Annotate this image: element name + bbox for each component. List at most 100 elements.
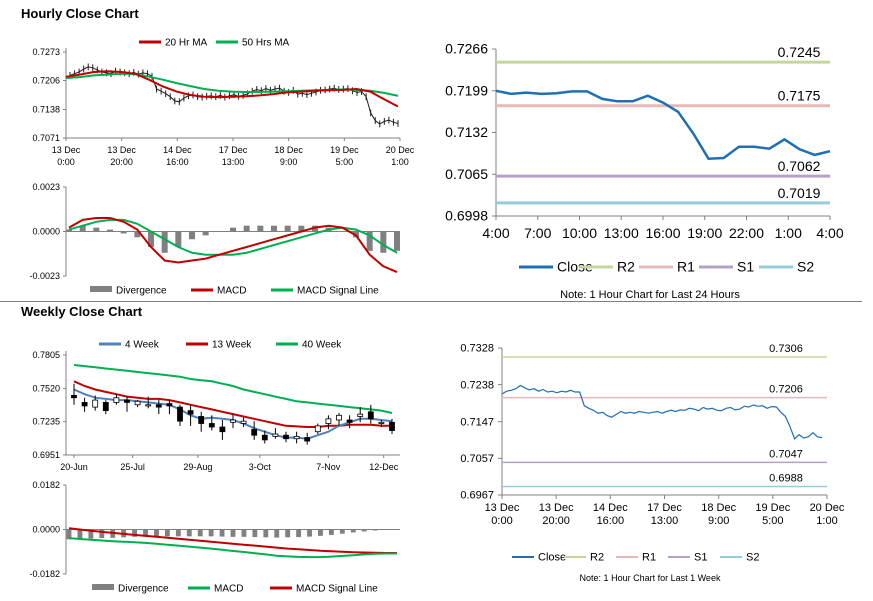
candle-body — [293, 435, 300, 440]
candle-body — [389, 421, 395, 431]
x-tick-label: 13:00 — [651, 515, 679, 527]
y-tick-label: 0.6951 — [32, 450, 60, 460]
weekly-price-chart: 4 Week 13 Week 40 Week 0.7805 0.7520 0.7235 0.… — [32, 340, 400, 472]
divergence-bar — [106, 229, 114, 232]
y-tick-label: 0.7057 — [460, 453, 494, 465]
macd-line — [68, 217, 398, 274]
x-tick-label: 4:00 — [482, 225, 509, 241]
level-s1-label: 0.7047 — [769, 448, 803, 460]
level-s1-label: 0.7062 — [778, 158, 821, 174]
x-tick-label: 7-Nov — [316, 462, 341, 472]
divergence-bar — [296, 529, 302, 538]
x-tick-label: 16:00 — [597, 515, 625, 527]
divergence-bar — [175, 529, 181, 537]
candle-body — [304, 437, 311, 442]
close-line — [495, 89, 831, 160]
level-s2-label: 0.7019 — [778, 185, 821, 201]
divergence-bar — [161, 231, 168, 253]
divergence-bar — [298, 225, 305, 232]
x-tick-label: 22:00 — [729, 225, 764, 241]
divergence-bar — [186, 529, 192, 537]
divergence-bar — [93, 227, 100, 232]
x-tick-label: 18 Dec — [274, 145, 303, 155]
divergence-bar — [65, 229, 73, 232]
legend-s1-label: S1 — [737, 259, 754, 275]
candle-body — [336, 414, 342, 421]
candle-body — [272, 433, 279, 437]
y-tick-label: 0.7147 — [460, 416, 494, 428]
weekly-1w-note: Note: 1 Hour Chart for Last 1 Week — [579, 573, 721, 583]
level-r1-label: 0.7206 — [769, 384, 803, 396]
level-s2-label: 0.6988 — [769, 472, 803, 484]
legend-r1-label: R1 — [642, 552, 656, 564]
x-tick-label: 0:00 — [491, 515, 512, 527]
y-tick-label: 0.7520 — [32, 383, 60, 393]
x-tick-label: 20-Jun — [60, 462, 88, 472]
x-tick-label: 13 Dec — [485, 502, 520, 514]
candle-body — [71, 394, 77, 399]
candle-body — [187, 410, 194, 415]
candle-body — [251, 428, 258, 436]
x-tick-label: 10:00 — [562, 225, 597, 241]
hourly-24h-note: Note: 1 Hour Chart for Last 24 Hours — [560, 289, 740, 301]
y-tick-label: 0.0023 — [32, 182, 60, 192]
x-tick-label: 20 Dec — [386, 145, 415, 155]
x-tick-label: 13 Dec — [107, 145, 136, 155]
weekly-section-title: Weekly Close Chart — [21, 304, 143, 319]
x-tick-label: 29-Aug — [183, 462, 212, 472]
legend-20hr-ma-label: 20 Hr MA — [165, 38, 208, 49]
x-tick-label: 19:00 — [687, 225, 722, 241]
divergence-bar — [318, 529, 323, 536]
legend-s2-label: S2 — [797, 259, 814, 275]
y-tick-label: 0.7199 — [445, 82, 488, 98]
divergence-bar — [164, 529, 170, 537]
legend-r2-label: R2 — [590, 552, 604, 564]
divergence-bar — [132, 529, 138, 537]
hourly-section-title: Hourly Close Chart — [21, 6, 139, 21]
legend-s2-label: S2 — [746, 552, 759, 564]
legend-s1-label: S1 — [694, 552, 707, 564]
x-tick-label: 1:00 — [775, 225, 802, 241]
y-tick-label: 0.7235 — [32, 417, 60, 427]
divergence-bar — [380, 231, 387, 253]
x-tick-label: 17 Dec — [647, 502, 682, 514]
divergence-bar — [393, 231, 401, 251]
legend-r1-label: R1 — [677, 259, 695, 275]
candle-body — [378, 421, 385, 424]
section-divider — [0, 301, 862, 302]
candle-body — [198, 416, 205, 424]
x-tick-label: 20 Dec — [810, 502, 845, 514]
y-tick-label: 0.0000 — [32, 525, 60, 535]
divergence-bar — [202, 231, 209, 236]
candle-body — [325, 418, 332, 424]
x-tick-label: 5:00 — [762, 515, 783, 527]
divergence-bar — [154, 529, 159, 537]
legend-close-label: Close — [538, 552, 566, 564]
divergence-bar — [285, 529, 291, 538]
legend-close-label: Close — [557, 259, 593, 275]
legend-divergence-label: Divergence — [118, 584, 169, 595]
candle-body — [113, 397, 120, 403]
divergence-bar — [307, 529, 312, 537]
candle-body — [81, 402, 88, 407]
y-tick-label: 0.7071 — [32, 133, 60, 143]
x-tick-label: 13 Dec — [539, 502, 574, 514]
divergence-bar — [147, 231, 155, 247]
x-tick-label: 19 Dec — [755, 502, 790, 514]
level-r2-label: 0.7245 — [778, 44, 821, 60]
macd-line — [68, 537, 397, 559]
divergence-bar — [274, 529, 280, 538]
candle-body — [102, 402, 109, 412]
close-line — [501, 384, 823, 440]
divergence-bar — [230, 529, 236, 537]
y-tick-label: 0.7273 — [32, 47, 60, 57]
divergence-bar — [120, 231, 127, 234]
legend-macd-signal-line-label: MACD Signal Line — [297, 286, 379, 297]
x-tick-label: 17 Dec — [219, 145, 248, 155]
divergence-bar — [79, 225, 86, 232]
x-tick-label: 5:00 — [336, 157, 354, 167]
ma-50hrs-line — [65, 72, 399, 97]
level-r2-label: 0.7306 — [769, 343, 803, 355]
hourly-price-chart: 20 Hr MA 50 Hrs MA 0.7273 0.7206 0.7138 0.707… — [32, 38, 415, 168]
